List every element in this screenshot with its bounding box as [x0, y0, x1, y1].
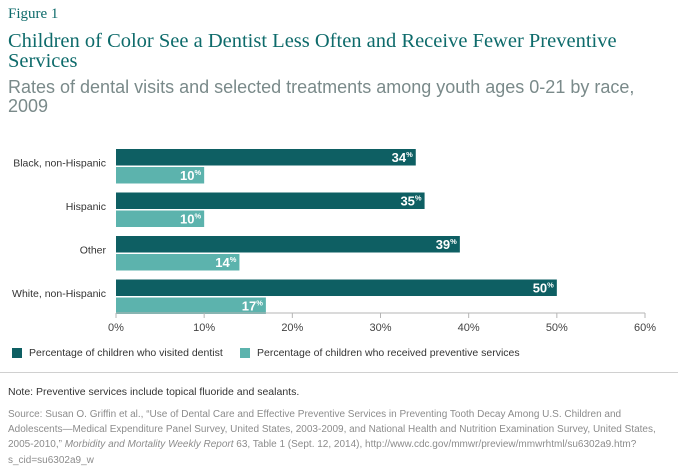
data-label: 17%	[242, 299, 263, 314]
divider	[0, 372, 678, 373]
data-label: 10%	[180, 212, 201, 227]
category-label: White, non-Hispanic	[12, 288, 106, 300]
bar	[116, 149, 416, 166]
category-label: Hispanic	[66, 201, 106, 213]
x-tick-label: 60%	[634, 322, 656, 334]
legend-label-preventive: Percentage of children who received prev…	[257, 347, 520, 359]
bar-chart: Black, non-Hispanic 34% 10% Hispanic 35% 10% O…	[12, 149, 656, 334]
data-label: 50%	[533, 281, 554, 296]
bar	[116, 192, 425, 209]
category-label: Other	[80, 245, 107, 257]
source-details: 63, Table 1 (Sept. 12, 2014), http://www…	[8, 439, 637, 466]
legend-item-preventive: Percentage of children who received prev…	[240, 347, 520, 359]
x-tick-label: 50%	[546, 322, 568, 334]
bar	[116, 254, 240, 271]
x-tick-label: 10%	[193, 322, 215, 334]
bar	[116, 167, 205, 184]
legend-swatch-preventive	[240, 348, 250, 358]
data-label: 35%	[400, 194, 421, 209]
legend-label-visited: Percentage of children who visited denti…	[29, 347, 223, 359]
x-tick-label: 30%	[369, 322, 391, 334]
data-label: 39%	[436, 237, 457, 252]
bar	[116, 279, 557, 296]
chart-subtitle: Rates of dental visits and selected trea…	[8, 77, 635, 116]
bar	[116, 297, 266, 314]
category-label: Black, non-Hispanic	[13, 158, 106, 170]
x-tick-label: 20%	[281, 322, 303, 334]
source-journal: Morbidity and Mortality Weekly Report	[64, 439, 234, 451]
legend-swatch-visited	[12, 348, 22, 358]
x-tick-label: 0%	[108, 322, 124, 334]
source-text: Source: Susan O. Griffin et al., “Use of…	[8, 409, 656, 451]
figure-label: Figure 1	[8, 6, 59, 22]
data-label: 34%	[392, 150, 413, 165]
note: Note: Preventive services include topica…	[8, 386, 300, 398]
legend-item-visited: Percentage of children who visited denti…	[12, 347, 223, 359]
bar	[116, 210, 205, 227]
x-tick-label: 40%	[458, 322, 480, 334]
data-label: 10%	[180, 168, 201, 183]
chart-title: Children of Color See a Dentist Less Oft…	[8, 30, 617, 72]
bar	[116, 236, 460, 253]
source-citation: Source: Susan O. Griffin et al., “Use of…	[8, 407, 668, 468]
data-label: 14%	[215, 255, 236, 270]
